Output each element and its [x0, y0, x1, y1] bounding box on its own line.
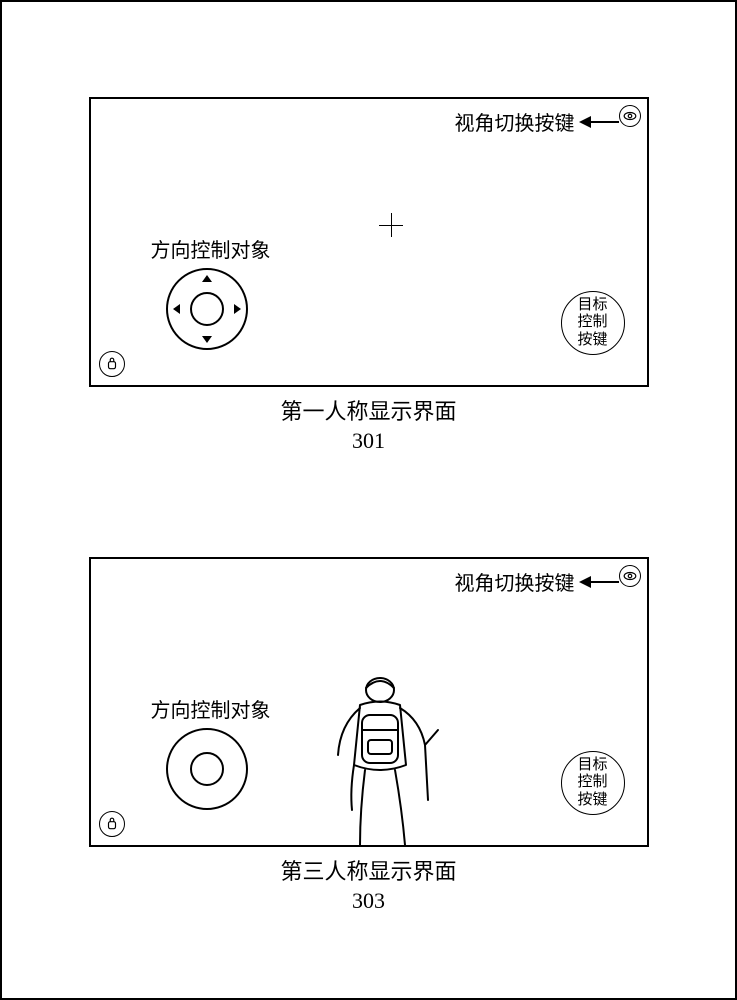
- inventory-button[interactable]: [99, 351, 125, 377]
- target-control-button[interactable]: 目标 控制 按键: [561, 291, 625, 355]
- dpad-up-triangle-icon: [202, 275, 212, 282]
- inventory-button[interactable]: [99, 811, 125, 837]
- third-person-panel: 视角切换按键 方向控制对象: [89, 557, 649, 847]
- third-person-caption: 第三人称显示界面: [89, 857, 649, 888]
- arrow-left-icon: [579, 576, 619, 588]
- first-person-caption: 第一人称显示界面: [89, 397, 649, 428]
- dpad-right-triangle-icon: [234, 304, 241, 314]
- eye-icon: [623, 109, 637, 123]
- third-person-figure-number: 303: [89, 888, 649, 914]
- view-switch-text: 视角切换按键: [455, 107, 575, 136]
- dpad-inner-circle: [190, 292, 224, 326]
- direction-control-label: 方向控制对象: [151, 234, 271, 263]
- backpack-icon: [105, 817, 119, 831]
- first-person-panel: 视角切换按键 方向控制对象 目标 控制: [89, 97, 649, 387]
- view-switch-label: 视角切换按键: [455, 107, 619, 136]
- view-switch-label: 视角切换按键: [455, 567, 619, 596]
- direction-control-pad[interactable]: [166, 268, 248, 350]
- view-switch-button[interactable]: [619, 105, 641, 127]
- target-control-button[interactable]: 目标 控制 按键: [561, 751, 625, 815]
- backpack-icon: [105, 357, 119, 371]
- first-person-figure-number: 301: [89, 428, 649, 454]
- dpad-down-triangle-icon: [202, 336, 212, 343]
- view-switch-text: 视角切换按键: [455, 567, 575, 596]
- eye-icon: [623, 569, 637, 583]
- direction-control-label: 方向控制对象: [151, 694, 271, 723]
- figure-page: 视角切换按键 方向控制对象 目标 控制: [0, 0, 737, 1000]
- third-person-block: 视角切换按键 方向控制对象: [89, 557, 649, 914]
- arrow-left-icon: [579, 116, 619, 128]
- dpad-left-triangle-icon: [173, 304, 180, 314]
- dpad-inner-circle: [190, 752, 224, 786]
- direction-control-pad[interactable]: [166, 728, 248, 810]
- player-character-icon: [310, 670, 450, 845]
- target-button-label: 目标 控制 按键: [577, 757, 607, 809]
- view-switch-button[interactable]: [619, 565, 641, 587]
- first-person-block: 视角切换按键 方向控制对象 目标 控制: [89, 97, 649, 454]
- target-button-label: 目标 控制 按键: [577, 297, 607, 349]
